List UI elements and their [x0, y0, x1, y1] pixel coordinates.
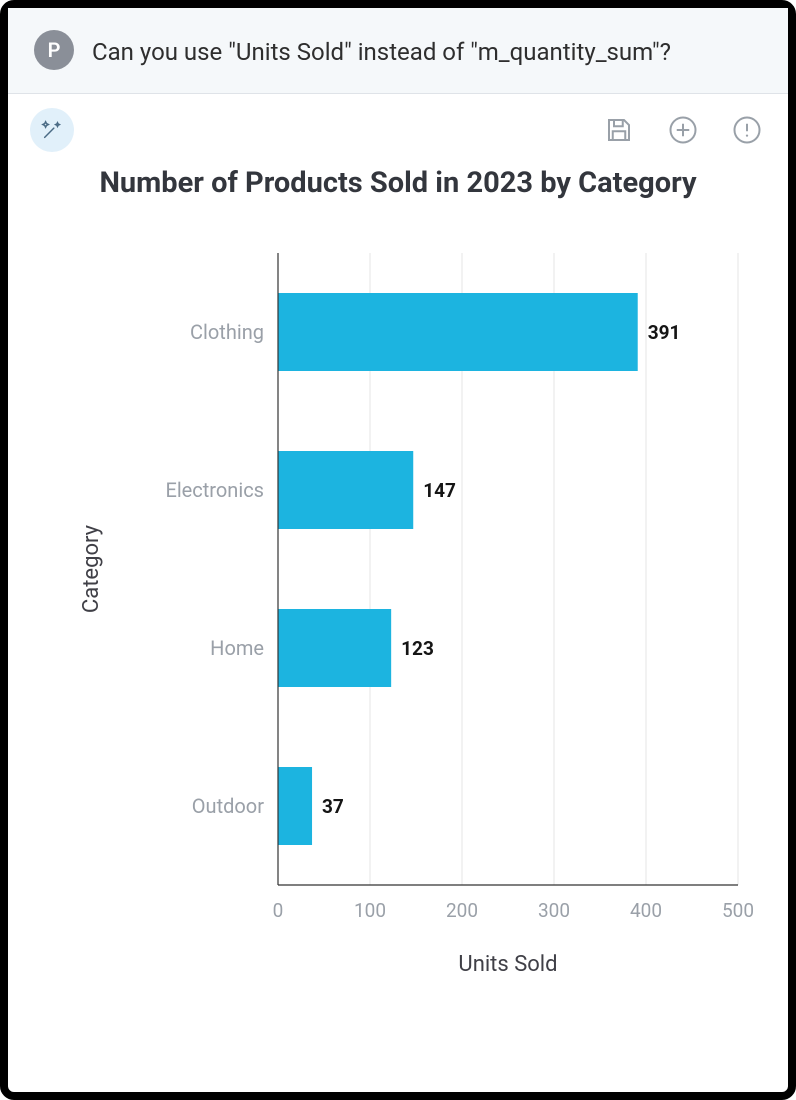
save-icon [604, 115, 634, 145]
bar-clothing [278, 293, 638, 371]
magic-wand-button[interactable] [30, 108, 74, 152]
alert-circle-icon [732, 115, 762, 145]
bar-electronics [278, 451, 413, 529]
x-tick-label: 100 [354, 899, 386, 922]
chart-title: Number of Products Sold in 2023 by Categ… [8, 156, 788, 213]
avatar-letter: P [48, 38, 61, 62]
bar-chart: Clothing 391 Electronics 147 Home 123 Outdoor 3… [38, 223, 758, 1003]
add-button[interactable] [664, 111, 702, 149]
category-label: Home [210, 636, 264, 660]
save-button[interactable] [600, 111, 638, 149]
x-axis-title: Units Sold [458, 952, 557, 977]
plus-circle-icon [668, 115, 698, 145]
x-tick-label: 300 [538, 899, 570, 922]
chart-toolbar [8, 94, 788, 156]
magic-wand-icon [41, 119, 63, 141]
info-button[interactable] [728, 111, 766, 149]
category-label: Clothing [190, 320, 264, 344]
x-tick-label: 200 [446, 899, 478, 922]
user-avatar: P [34, 30, 74, 70]
x-tick-label: 500 [722, 899, 754, 922]
category-label: Outdoor [192, 794, 264, 818]
value-label: 37 [322, 795, 344, 818]
value-label: 147 [423, 479, 456, 502]
value-label: 391 [648, 321, 681, 344]
value-label: 123 [401, 637, 434, 660]
bar-outdoor [278, 767, 312, 845]
x-tick-label: 0 [273, 899, 284, 922]
chat-header: P Can you use "Units Sold" instead of "m… [8, 8, 788, 94]
bar-home [278, 609, 391, 687]
category-label: Electronics [165, 478, 264, 502]
user-question: Can you use "Units Sold" instead of "m_q… [92, 30, 671, 71]
chart-container: Clothing 391 Electronics 147 Home 123 Outdoor 3… [8, 213, 788, 1003]
y-axis-title: Category [79, 525, 104, 614]
x-tick-label: 400 [630, 899, 662, 922]
